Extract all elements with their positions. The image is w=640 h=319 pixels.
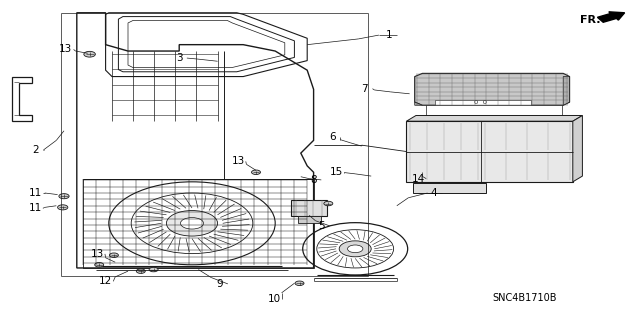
Text: FR.: FR. xyxy=(580,15,600,25)
Polygon shape xyxy=(415,102,422,105)
FancyArrow shape xyxy=(597,12,625,22)
Circle shape xyxy=(59,194,69,199)
Text: 13: 13 xyxy=(60,44,72,55)
Text: 2: 2 xyxy=(32,145,38,155)
Circle shape xyxy=(136,269,145,273)
Circle shape xyxy=(339,241,371,257)
Polygon shape xyxy=(406,115,582,121)
Text: 8: 8 xyxy=(310,175,317,185)
Text: 6: 6 xyxy=(330,131,336,142)
Circle shape xyxy=(95,263,104,267)
Circle shape xyxy=(295,281,304,286)
Polygon shape xyxy=(563,77,570,105)
Text: o  o: o o xyxy=(474,100,486,105)
Text: 13: 13 xyxy=(91,249,104,259)
Text: 13: 13 xyxy=(232,156,244,167)
Circle shape xyxy=(324,201,333,206)
Circle shape xyxy=(180,218,204,229)
Circle shape xyxy=(58,205,68,210)
Bar xyxy=(413,183,486,193)
Circle shape xyxy=(166,211,218,236)
Bar xyxy=(291,200,327,216)
Text: 11: 11 xyxy=(29,203,42,213)
Text: 10: 10 xyxy=(268,294,280,304)
Text: SNC4B1710B: SNC4B1710B xyxy=(493,293,557,303)
Bar xyxy=(298,216,321,223)
Text: 7: 7 xyxy=(362,84,368,94)
Bar xyxy=(406,121,573,182)
Text: 1: 1 xyxy=(386,30,392,40)
Circle shape xyxy=(109,253,118,257)
Circle shape xyxy=(149,267,158,272)
Text: 15: 15 xyxy=(330,167,343,177)
Text: 14: 14 xyxy=(412,174,425,184)
Text: 12: 12 xyxy=(99,276,112,286)
Bar xyxy=(83,179,314,268)
Text: 3: 3 xyxy=(176,53,182,63)
Circle shape xyxy=(84,51,95,57)
Polygon shape xyxy=(573,115,582,182)
Circle shape xyxy=(348,245,363,253)
Circle shape xyxy=(252,170,260,174)
Text: 5: 5 xyxy=(319,221,325,231)
Polygon shape xyxy=(415,73,570,105)
Text: 4: 4 xyxy=(431,188,437,198)
Text: 9: 9 xyxy=(217,279,223,289)
Text: 11: 11 xyxy=(29,188,42,198)
Bar xyxy=(435,100,531,105)
